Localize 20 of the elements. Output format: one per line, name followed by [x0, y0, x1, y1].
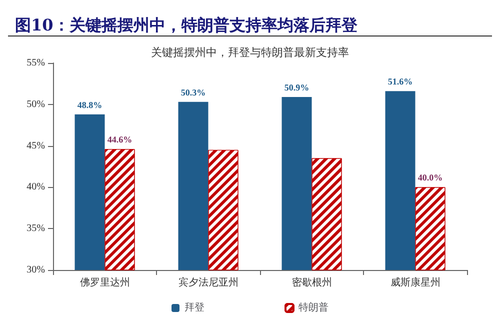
x-tick-label: 密歇根州 — [292, 276, 332, 288]
data-label: 44.6% — [107, 134, 132, 145]
legend-label: 拜登 — [184, 302, 204, 314]
data-label: 48.8% — [77, 100, 102, 110]
y-tick-label: 50% — [26, 98, 45, 110]
x-tick-label: 威斯康星州 — [390, 276, 440, 288]
data-label: 51.6% — [388, 76, 413, 87]
x-tick-label: 宾夕法尼亚州 — [178, 276, 238, 288]
y-tick-label: 55% — [26, 58, 45, 68]
data-label: 40.0% — [418, 172, 443, 183]
data-label: 50.9% — [284, 82, 310, 92]
y-tick-label: 45% — [26, 140, 45, 152]
y-tick-label: 30% — [26, 264, 45, 276]
data-label: 50.3% — [180, 87, 206, 98]
y-tick-label: 40% — [26, 182, 45, 193]
x-tick-label: 佛罗里达州 — [80, 276, 130, 288]
y-tick-label: 35% — [26, 223, 45, 234]
chart-title: 图10：关键摇摆州中，特朗普支持率均落后拜登 — [15, 16, 358, 34]
chart-subtitle: 关键摇摆州中，拜登与特朗普最新支持率 — [151, 46, 349, 59]
legend-label: 特朗普 — [298, 302, 328, 314]
